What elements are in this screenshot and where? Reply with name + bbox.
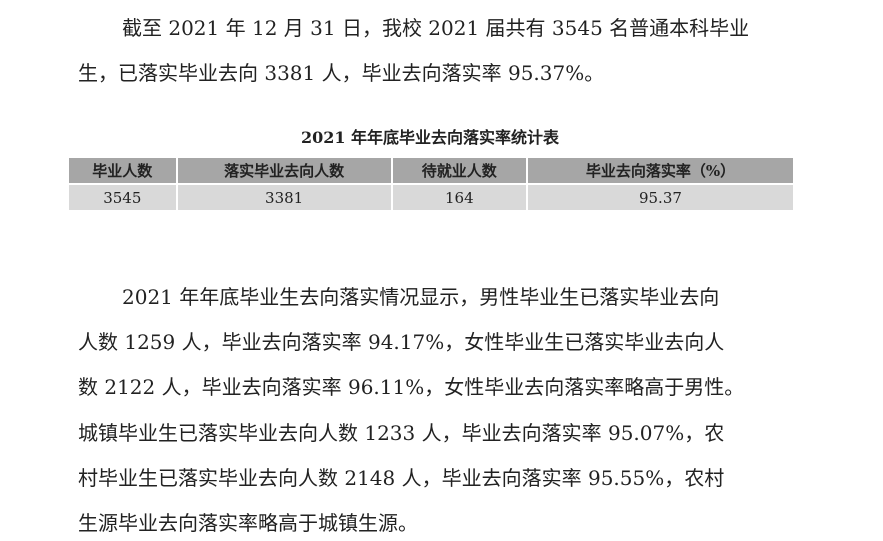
header-cell: 落实毕业去向人数 [177,158,391,183]
text-line: 2021 年年底毕业生去向落实情况显示，男性毕业生已落实毕业去向 [122,285,720,309]
table-cell: 164 [392,185,526,210]
text-line: 人数 1259 人，毕业去向落实率 94.17%，女性毕业生已落实毕业去向人 [78,330,725,354]
header-cell: 毕业人数 [69,158,176,183]
text-line: 生，已落实毕业去向 3381 人，毕业去向落实率 95.37%。 [78,61,605,85]
text-line: 城镇毕业生已落实毕业去向人数 1233 人，毕业去向落实率 95.07%，农 [78,421,725,445]
table-cell: 3545 [69,185,176,210]
table-header-row: 毕业人数 落实毕业去向人数 待就业人数 毕业去向落实率（%） [69,158,793,183]
statistics-table: 毕业人数 落实毕业去向人数 待就业人数 毕业去向落实率（%） 3545 3381… [67,156,795,212]
header-cell: 毕业去向落实率（%） [527,158,793,183]
table-row: 3545 3381 164 95.37 [69,185,793,210]
text-line: 村毕业生已落实毕业去向人数 2148 人，毕业去向落实率 95.55%，农村 [78,466,725,490]
table-caption: 2021 年年底毕业去向落实率统计表 [300,128,560,147]
table-cell: 95.37 [527,185,793,210]
text-line: 数 2122 人，毕业去向落实率 96.11%，女性毕业去向落实率略高于男性。 [78,375,745,399]
header-cell: 待就业人数 [392,158,526,183]
table-cell: 3381 [177,185,391,210]
text-line: 生源毕业去向落实率略高于城镇生源。 [78,511,418,535]
text-line: 截至 2021 年 12 月 31 日，我校 2021 届共有 3545 名普通… [122,16,750,40]
